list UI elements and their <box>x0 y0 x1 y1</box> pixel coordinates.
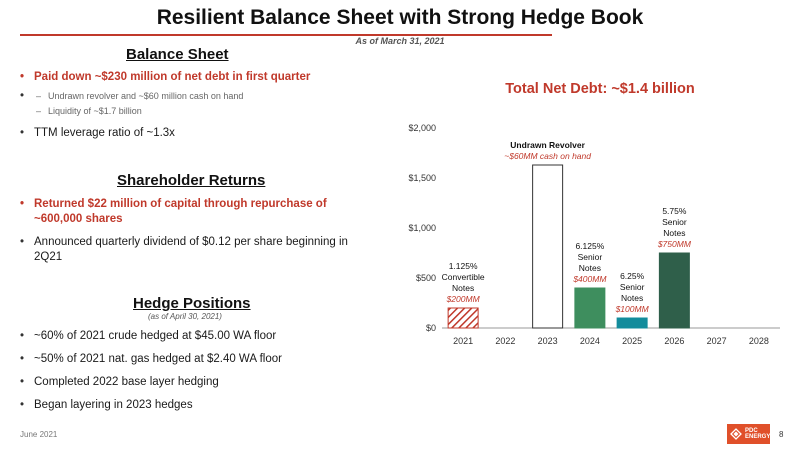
balance-sheet-sub-bullet-2: Liquidity of ~$1.7 billion <box>20 104 370 118</box>
y-tick-label: $500 <box>416 273 436 283</box>
balance-sheet-sub-bullet-1: Undrawn revolver and ~$60 million cash o… <box>20 89 370 103</box>
bar-2023 <box>532 164 564 329</box>
bar-2026 <box>658 252 690 329</box>
hedge-bullet-1: ~60% of 2021 crude hedged at $45.00 WA f… <box>20 329 365 344</box>
bar-label-line: Undrawn Revolver <box>510 140 585 150</box>
logo-mark-icon <box>730 428 742 440</box>
shareholder-returns-bullet-2: Announced quarterly dividend of $0.12 pe… <box>20 235 365 265</box>
logo-text-1: PDC <box>745 428 758 434</box>
shareholder-returns-list: Returned $22 million of capital through … <box>20 197 365 273</box>
bar-amount-label: $200MM <box>446 294 481 304</box>
debt-maturity-chart: $0 $500 $1,000 $1,500 $2,000 2021 2022 2023 2024… <box>408 123 780 346</box>
footer-date: June 2021 <box>20 430 58 439</box>
bar-amount-label: $100MM <box>615 304 650 314</box>
chart-title: Total Net Debt: ~$1.4 billion <box>505 81 695 97</box>
bar-label-line: Convertible <box>442 272 485 282</box>
slide-title: Resilient Balance Sheet with Strong Hedg… <box>156 6 644 29</box>
hedge-positions-list: ~60% of 2021 crude hedged at $45.00 WA f… <box>20 329 365 421</box>
bar-2024 <box>574 287 606 329</box>
bar-label-line: Senior <box>578 252 603 262</box>
company-logo: PDC ENERGY <box>727 424 770 444</box>
shareholder-returns-bullet-1: Returned $22 million of capital through … <box>20 197 365 227</box>
balance-sheet-list: Paid down ~$230 million of net debt in f… <box>20 70 370 149</box>
bar-label-line: Notes <box>663 228 685 238</box>
title-divider <box>20 34 552 36</box>
x-tick-label: 2025 <box>622 336 642 346</box>
logo-text-2: ENERGY <box>745 434 771 440</box>
bar-label-line: Notes <box>579 263 601 273</box>
bar-label-line: Notes <box>621 293 643 303</box>
hedge-bullet-2: ~50% of 2021 nat. gas hedged at $2.40 WA… <box>20 352 365 367</box>
as-of-date: As of March 31, 2021 <box>355 36 445 46</box>
bar-label-line: 6.125% <box>575 241 604 251</box>
bar-label-line: Senior <box>662 217 687 227</box>
bar-label-line: Senior <box>620 282 645 292</box>
shareholder-returns-heading: Shareholder Returns <box>117 172 266 189</box>
x-tick-label: 2024 <box>580 336 600 346</box>
bar-2025 <box>616 317 648 329</box>
bar-2021 <box>447 307 479 329</box>
hedge-bullet-3: Completed 2022 base layer hedging <box>20 375 365 390</box>
bar-amount-label: $400MM <box>572 274 607 284</box>
balance-sheet-bullet-1: Paid down ~$230 million of net debt in f… <box>20 70 370 85</box>
x-tick-label: 2026 <box>664 336 684 346</box>
hedge-positions-date: (as of April 30, 2021) <box>148 312 222 321</box>
balance-sheet-bullet-2: TTM leverage ratio of ~1.3x <box>20 126 370 141</box>
balance-sheet-heading: Balance Sheet <box>126 46 229 63</box>
hedge-positions-heading: Hedge Positions <box>133 295 251 312</box>
y-tick-label: $1,000 <box>408 223 436 233</box>
bar-amount-label: ~$60MM cash on hand <box>504 151 591 161</box>
x-tick-label: 2027 <box>707 336 727 346</box>
balance-sheet-sub-list-wrapper: Undrawn revolver and ~$60 million cash o… <box>20 89 370 118</box>
bar-amount-label: $750MM <box>657 239 692 249</box>
y-tick-label: $0 <box>426 323 436 333</box>
x-tick-label: 2028 <box>749 336 769 346</box>
x-tick-label: 2021 <box>453 336 473 346</box>
page-number: 8 <box>779 430 784 439</box>
x-tick-label: 2023 <box>538 336 558 346</box>
x-tick-label: 2022 <box>495 336 515 346</box>
balance-sheet-sub-list: Undrawn revolver and ~$60 million cash o… <box>20 89 370 118</box>
hedge-bullet-4: Began layering in 2023 hedges <box>20 398 365 413</box>
y-tick-label: $2,000 <box>408 123 436 133</box>
y-tick-label: $1,500 <box>408 173 436 183</box>
bar-label-line: Notes <box>452 283 474 293</box>
bar-label-line: 5.75% <box>662 206 687 216</box>
bar-label-line: 6.25% <box>620 271 645 281</box>
bar-label-line: 1.125% <box>449 261 478 271</box>
